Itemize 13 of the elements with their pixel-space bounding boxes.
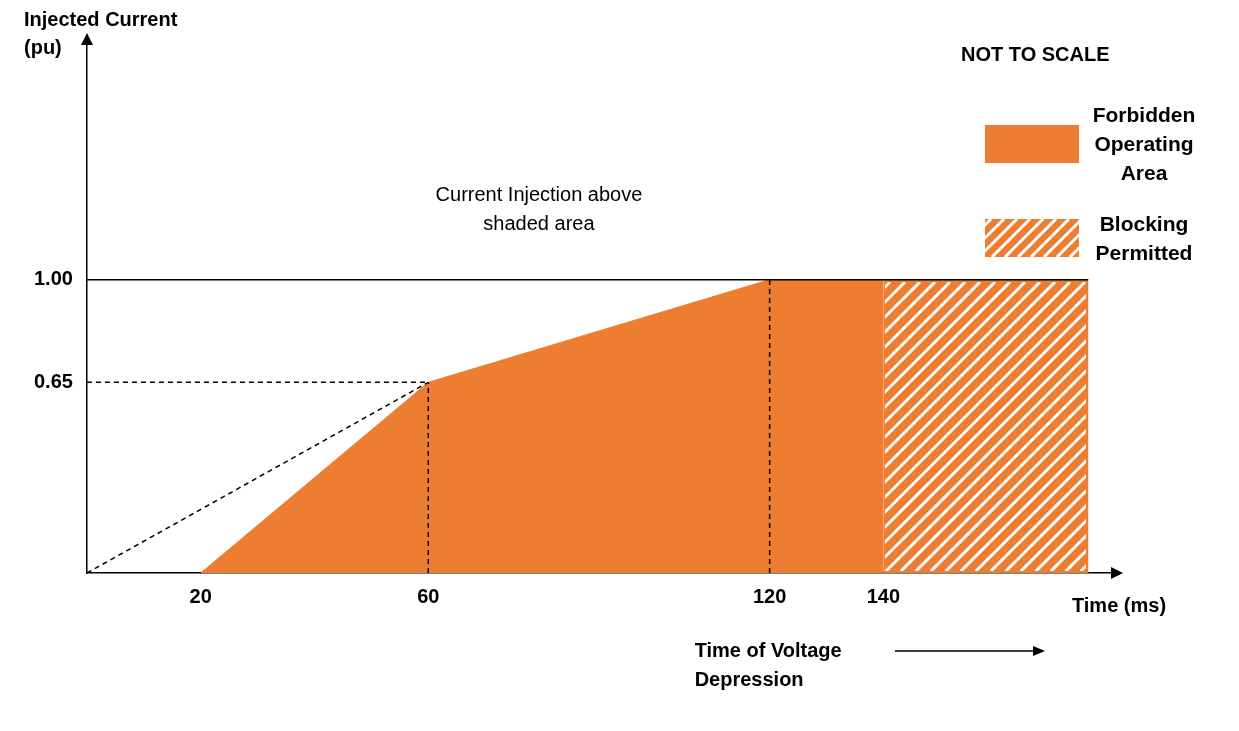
legend-label: Blocking Permitted bbox=[1094, 211, 1194, 266]
annotation: NOT TO SCALE bbox=[961, 42, 1110, 65]
x-axis-title: Time (ms) bbox=[1071, 593, 1167, 616]
text: Time of Voltage Depression bbox=[694, 638, 842, 690]
legend-label: Forbidden Operating Area bbox=[1091, 102, 1197, 186]
y-tick-label: 1.00 bbox=[33, 267, 73, 290]
annotation: Current Injection above shaded area bbox=[435, 182, 643, 234]
y-axis-title: Injected Current (pu) bbox=[24, 7, 178, 58]
x-tick-label: 60 bbox=[417, 584, 440, 607]
x-tick-label: 140 bbox=[866, 584, 901, 607]
x-tick-label: 20 bbox=[189, 584, 212, 607]
y-tick-label: 0.65 bbox=[33, 369, 73, 392]
x-tick-label: 120 bbox=[752, 584, 787, 607]
